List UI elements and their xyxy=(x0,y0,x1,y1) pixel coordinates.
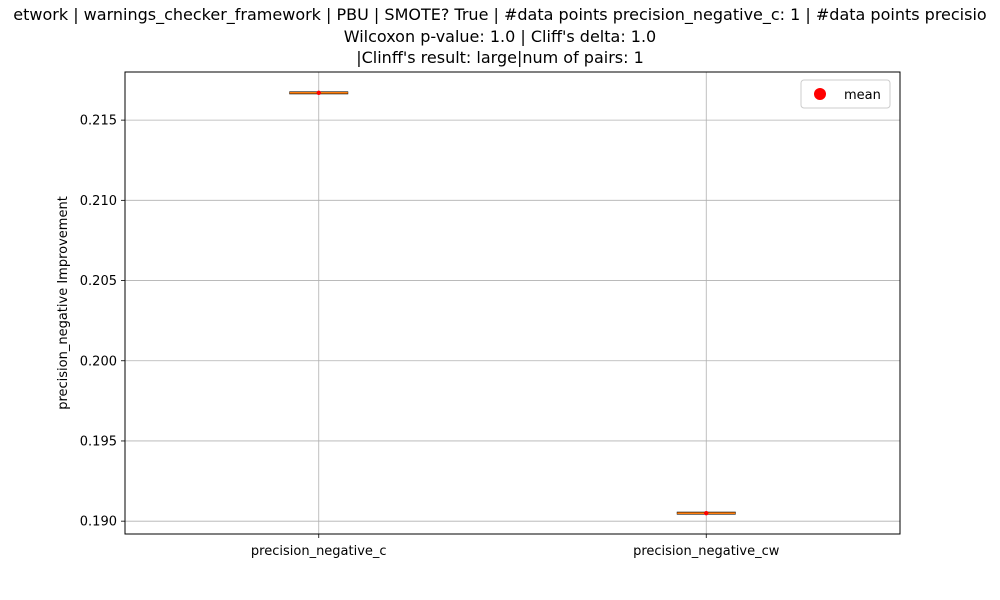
mean-marker xyxy=(316,90,321,96)
chart-title-line-3: |Clinff's result: large|num of pairs: 1 xyxy=(356,48,644,67)
y-axis-label: precision_negative Improvement xyxy=(56,196,71,410)
y-tick-label: 0.190 xyxy=(80,515,117,530)
legend-label-mean: mean xyxy=(844,88,881,103)
legend-box xyxy=(800,79,891,109)
y-tick-label: 0.215 xyxy=(80,114,117,129)
legend-mean-marker xyxy=(814,88,826,100)
plot-area-frame xyxy=(124,71,901,535)
y-tick-label: 0.195 xyxy=(80,434,117,449)
plot-layer xyxy=(289,90,736,516)
tick-layer: 0.190 0.195 0.200 0.205 0.210 0.215 precision_… xyxy=(80,114,780,559)
y-tick-label: 0.210 xyxy=(80,194,117,209)
x-tick-label: precision_negative_cw xyxy=(633,544,780,559)
chart-title-line-2: Wilcoxon p-value: 1.0 | Cliff's delta: 1… xyxy=(343,27,657,46)
grid-layer xyxy=(125,72,900,534)
y-tick-label: 0.205 xyxy=(80,274,117,289)
x-tick-label: precision_negative_c xyxy=(251,544,387,559)
legend: mean xyxy=(800,79,891,109)
y-tick-label: 0.200 xyxy=(80,354,117,369)
mean-marker xyxy=(704,510,709,516)
chart-title-line-1: etwork | warnings_checker_framework | PB… xyxy=(13,5,987,24)
